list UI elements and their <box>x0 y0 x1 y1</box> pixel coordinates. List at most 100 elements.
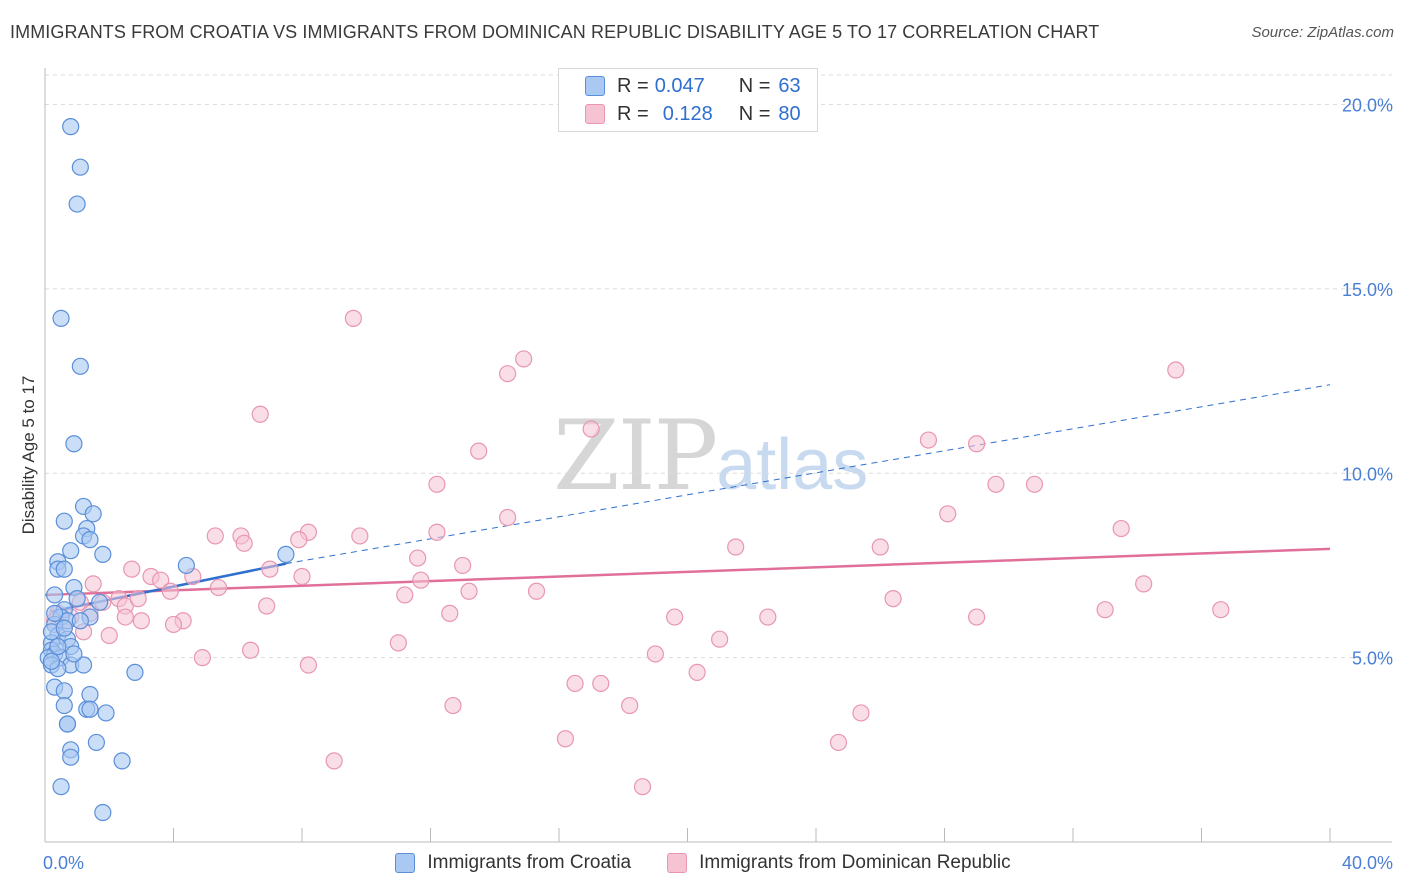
croatia-point <box>97 704 115 722</box>
dominican-point <box>711 630 729 648</box>
legend-item-dominican: Immigrants from Dominican Republic <box>667 852 1011 874</box>
croatia-point <box>91 593 109 611</box>
croatia-point <box>68 195 86 213</box>
dominican-point <box>428 523 446 541</box>
y-tick-labels: 5.0% 10.0% 15.0% 20.0% <box>1342 96 1393 669</box>
dominican-point <box>251 405 269 423</box>
dominican-point <box>409 549 427 567</box>
dominican-point <box>293 567 311 586</box>
croatia-point <box>81 531 99 549</box>
croatia-point <box>52 309 70 327</box>
legend-label-croatia: Immigrants from Croatia <box>427 852 632 873</box>
dominican-point <box>515 350 533 368</box>
dominican-point <box>646 645 664 663</box>
y-tick-label: 5.0% <box>1352 649 1393 669</box>
x-tick-label: 40.0% <box>1342 853 1393 873</box>
dominican-point <box>396 586 414 604</box>
dominican-point <box>441 604 459 622</box>
dominican-point <box>499 365 517 383</box>
dominican-point <box>556 730 575 748</box>
dominican-point <box>727 538 745 556</box>
y-axis-label: Disability Age 5 to 17 <box>19 376 38 535</box>
croatia-point <box>277 545 295 563</box>
legend-label-dominican: Immigrants from Dominican Republic <box>699 852 1011 873</box>
legend-swatch-pink <box>585 104 605 124</box>
series-croatia-points <box>39 118 295 822</box>
legend-n-label: N = <box>738 102 771 125</box>
dominican-point <box>582 420 600 438</box>
dominican-point <box>666 608 684 626</box>
legend-n-label: N = <box>738 74 771 97</box>
dominican-point <box>499 508 517 527</box>
legend-item-croatia: Immigrants from Croatia <box>395 852 631 874</box>
trend-lines <box>44 384 1331 613</box>
croatia-point <box>62 118 80 136</box>
legend-r-label: R = <box>617 102 649 125</box>
croatia-point <box>65 645 83 663</box>
dominican-point <box>344 309 362 327</box>
dominican-point <box>566 674 584 693</box>
dominican-point <box>84 575 102 593</box>
croatia-point <box>55 696 73 715</box>
dominican-point <box>454 556 472 575</box>
dominican-point <box>633 778 652 796</box>
dominican-point <box>428 475 446 493</box>
dominican-point <box>968 608 986 626</box>
croatia-point <box>94 545 112 563</box>
dominican-point <box>129 590 147 608</box>
dominican-point <box>261 560 279 578</box>
croatia-point <box>126 663 144 681</box>
croatia-point <box>55 512 73 530</box>
dominican-point <box>884 590 902 608</box>
dominican-point <box>968 435 986 453</box>
croatia-point <box>58 715 77 733</box>
legend-row-dominican: R = 0.128 N = 80 <box>585 101 801 127</box>
legend-n-value: 80 <box>778 102 801 125</box>
correlation-legend: R = 0.047 N = 63 R = 0.128 N = 80 <box>558 68 818 132</box>
y-tick-label: 20.0% <box>1342 96 1393 116</box>
dominican-point <box>759 608 777 626</box>
croatia-point <box>46 604 64 622</box>
dominican-point <box>1112 519 1130 538</box>
dominican-point <box>164 615 183 634</box>
series-dominican-points <box>46 309 1230 796</box>
croatia-point <box>62 748 80 766</box>
watermark-atlas: atlas <box>716 425 869 505</box>
dominican-point <box>235 534 253 552</box>
croatia-point <box>87 733 106 752</box>
croatia-point <box>84 505 102 523</box>
dominican-point <box>688 663 706 681</box>
dominican-point <box>351 527 369 545</box>
dominican-point <box>527 582 546 600</box>
legend-swatch-pink <box>667 853 688 873</box>
source-label: Source: ZipAtlas.com <box>1251 24 1394 41</box>
croatia-point <box>74 656 93 674</box>
legend-swatch-blue <box>585 76 605 96</box>
legend-row-croatia: R = 0.047 N = 63 <box>585 73 801 99</box>
croatia-point <box>81 700 99 718</box>
dominican-point <box>470 442 488 460</box>
dominican-point <box>258 597 276 615</box>
dominican-point <box>161 582 179 600</box>
croatia-trend-extension <box>285 384 1331 565</box>
dominican-point <box>152 571 170 589</box>
legend-r-label: R = <box>617 74 649 97</box>
dominican-point <box>242 641 260 659</box>
croatia-point <box>62 542 80 560</box>
y-tick-label: 10.0% <box>1342 464 1393 484</box>
dominican-point <box>389 634 407 652</box>
croatia-point <box>55 619 73 637</box>
dominican-trend-line <box>44 547 1331 597</box>
dominican-point <box>100 626 118 645</box>
dominican-point <box>1212 601 1230 619</box>
croatia-point <box>46 586 64 604</box>
croatia-point <box>71 158 89 176</box>
series-legend: Immigrants from Croatia Immigrants from … <box>0 852 1406 874</box>
axes <box>44 68 1392 843</box>
dominican-point <box>299 656 318 674</box>
legend-swatch-blue <box>395 853 416 873</box>
dominican-point <box>1135 575 1153 593</box>
dominican-point <box>592 674 610 693</box>
croatia-point <box>52 778 70 796</box>
